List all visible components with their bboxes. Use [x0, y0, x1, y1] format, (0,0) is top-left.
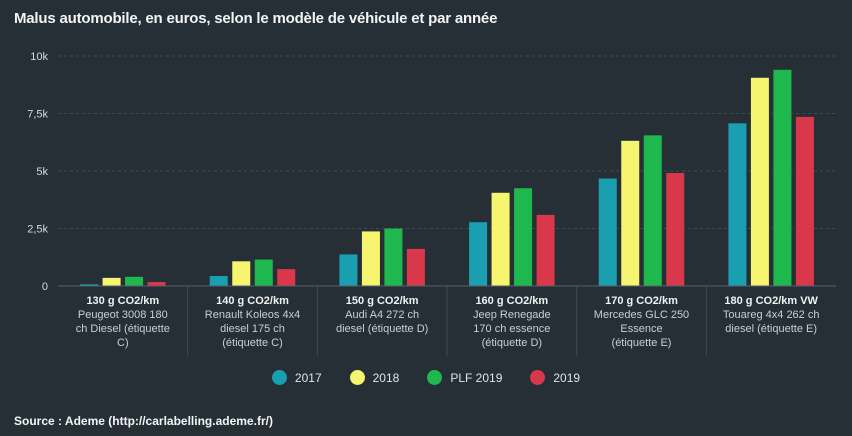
bar-2018 — [102, 277, 121, 286]
bar-plf-2019 — [643, 135, 662, 286]
bar-2019 — [147, 282, 166, 286]
bar-plf-2019 — [384, 228, 403, 286]
bar-2017 — [598, 178, 617, 286]
x-axis: 130 g CO2/km Peugeot 3008 180 ch Diesel (é… — [58, 285, 836, 356]
bar-2019 — [277, 269, 296, 286]
y-tick-label: 2,5k — [27, 224, 48, 236]
x-tick-label: 130 g CO2/km — [86, 295, 159, 307]
legend-swatch — [271, 370, 287, 385]
bar-2017 — [80, 284, 99, 286]
x-tick-label: 140 g CO2/km — [216, 295, 289, 307]
bar-2018 — [750, 77, 769, 286]
x-tick-label: (étiquette E) — [612, 337, 672, 349]
x-tick-label: 180 g CO2/km VW — [724, 295, 818, 307]
x-tick-label: (étiquette C) — [222, 337, 283, 349]
legend-swatch — [427, 370, 443, 385]
legend-item: 2017 — [271, 370, 322, 385]
x-tick-label: Audi A4 272 ch — [345, 309, 419, 321]
bar-plf-2019 — [125, 276, 144, 286]
legend-item: PLF 2019 — [427, 370, 502, 385]
legend-item: 2019 — [530, 370, 580, 385]
legend-swatch — [349, 370, 365, 385]
bar-2017 — [469, 222, 488, 286]
bar-2019 — [536, 214, 555, 286]
legend-swatch — [530, 370, 546, 385]
legend-label: PLF 2019 — [450, 370, 503, 385]
bar-plf-2019 — [514, 188, 533, 286]
x-tick-label: (étiquette D) — [482, 337, 543, 349]
bar-2019 — [795, 116, 814, 286]
bars — [80, 69, 814, 286]
x-tick-label: Jeep Renegade — [473, 309, 551, 321]
y-tick-label: 0 — [42, 281, 48, 293]
y-tick-label: 7,5k — [27, 109, 48, 121]
legend-label: 2019 — [553, 370, 581, 385]
x-tick-label: Peugeot 3008 180 — [78, 309, 168, 321]
bar-2017 — [728, 123, 747, 286]
bar-plf-2019 — [254, 259, 273, 286]
x-tick-label: Mercedes GLC 250 — [594, 309, 689, 321]
bar-chart: 0 2,5k 5k 7,5k 10k 130 g CO2/km Peugeot 3008 … — [27, 51, 836, 356]
x-tick-label: diesel (étiquette D) — [336, 323, 428, 335]
x-tick-label: diesel 175 ch — [220, 323, 285, 335]
x-tick-label: Renault Koleos 4x4 — [205, 309, 300, 321]
legend: 2017 2018 PLF 2019 2019 — [0, 370, 852, 385]
y-axis: 0 2,5k 5k 7,5k 10k — [27, 51, 48, 293]
source-note: Source : Ademe (http://carlabelling.adem… — [14, 414, 273, 428]
x-tick-label: Essence — [620, 323, 662, 335]
x-tick-label: 160 g CO2/km — [475, 295, 548, 307]
legend-item: 2018 — [349, 370, 400, 385]
x-tick-label: diesel (étiquette E) — [725, 323, 817, 335]
bar-2017 — [209, 276, 228, 286]
y-tick-label: 10k — [30, 51, 48, 63]
bar-2018 — [232, 261, 251, 286]
x-tick-label: 170 g CO2/km — [605, 295, 678, 307]
bar-2019 — [666, 173, 685, 286]
legend-label: 2018 — [372, 370, 400, 385]
x-tick-label: ch Diesel (étiquette — [76, 323, 170, 335]
bar-plf-2019 — [773, 69, 792, 286]
y-tick-label: 5k — [36, 166, 48, 178]
x-tick-label: C) — [117, 337, 129, 349]
bar-2018 — [361, 231, 380, 286]
legend-label: 2017 — [294, 370, 322, 385]
bar-2018 — [491, 192, 510, 286]
x-tick-label: Touareg 4x4 262 ch — [723, 309, 820, 321]
bar-2017 — [339, 254, 358, 286]
bar-2019 — [406, 248, 425, 286]
gridlines — [58, 55, 836, 287]
x-tick-label: 150 g CO2/km — [346, 295, 419, 307]
bar-2018 — [621, 140, 640, 286]
chart-title: Malus automobile, en euros, selon le mod… — [14, 10, 498, 27]
x-tick-label: 170 ch essence — [473, 323, 550, 335]
